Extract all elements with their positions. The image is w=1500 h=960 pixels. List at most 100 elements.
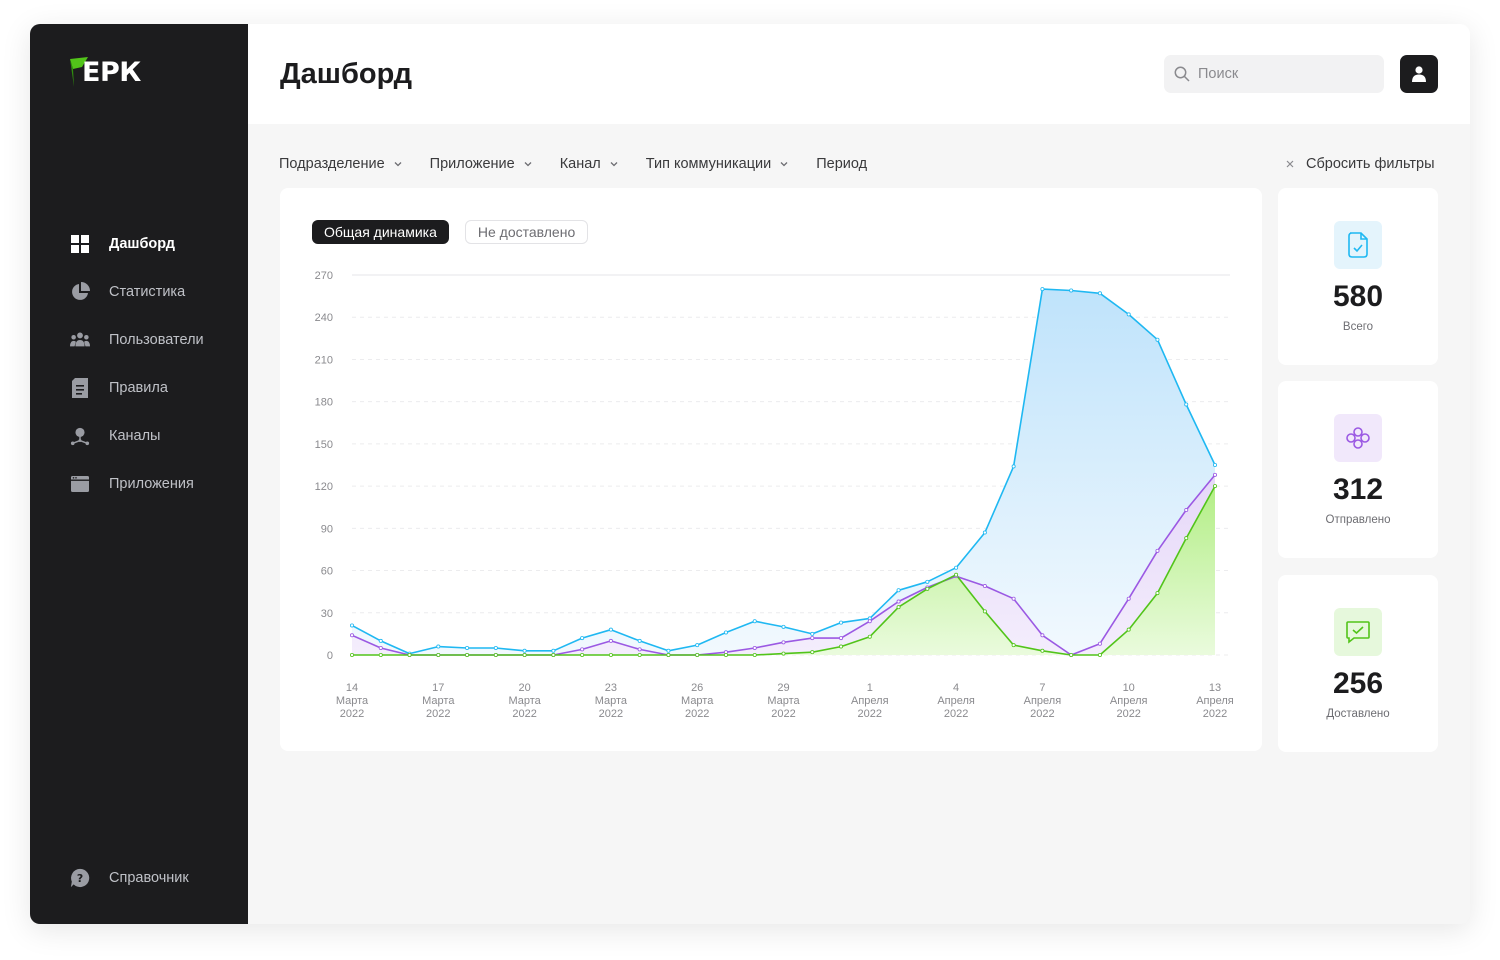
data-point-sent — [1126, 596, 1131, 601]
sidebar-item-dashboard[interactable]: Дашборд — [30, 220, 248, 268]
data-point-total — [781, 624, 786, 629]
data-point-delivered — [752, 652, 757, 657]
x-tick-label: 10 Апреля 2022 — [1110, 682, 1148, 720]
y-tick-label: 120 — [315, 481, 333, 493]
area-delivered — [352, 486, 1215, 655]
data-point-total — [1040, 287, 1045, 292]
data-point-total — [1213, 462, 1218, 467]
tab-not-delivered[interactable]: Не доставлено — [464, 220, 589, 244]
y-tick-label: 180 — [315, 397, 333, 409]
data-point-delivered — [982, 609, 987, 614]
users-icon — [70, 330, 90, 350]
data-point-delivered — [1040, 648, 1045, 653]
data-point-delivered — [551, 652, 556, 657]
search-icon — [1174, 66, 1190, 82]
stat-card-sent[interactable]: 312 Отправлено — [1278, 381, 1438, 558]
help-section: ? Справочник — [30, 854, 189, 902]
area-total — [352, 289, 1215, 655]
data-point-total — [954, 565, 959, 570]
leaf-logo-icon — [70, 57, 88, 87]
filter-period[interactable]: Период — [816, 156, 867, 172]
filter-communication-type[interactable]: Тип коммуникации — [646, 156, 788, 172]
sidebar-item-label: Статистика — [109, 284, 186, 300]
filter-channel[interactable]: Канал — [560, 156, 618, 172]
sidebar-item-rules[interactable]: Правила — [30, 364, 248, 412]
data-point-delivered — [1126, 627, 1131, 632]
data-point-delivered — [493, 652, 498, 657]
nodes-icon — [1334, 414, 1382, 462]
point-layer — [350, 287, 1218, 657]
data-point-total — [666, 648, 671, 653]
data-point-delivered — [810, 650, 815, 655]
search-box[interactable] — [1164, 55, 1384, 93]
data-point-delivered — [378, 652, 383, 657]
area-sent — [352, 474, 1215, 655]
data-point-total — [839, 620, 844, 625]
sidebar-item-channels[interactable]: Каналы — [30, 412, 248, 460]
document-icon — [70, 378, 90, 398]
data-point-delivered — [1184, 536, 1189, 541]
reset-filters-button[interactable]: Сбросить фильтры — [1286, 154, 1435, 174]
data-point-sent — [752, 645, 757, 650]
chevron-down-icon — [524, 162, 532, 167]
data-point-total — [551, 648, 556, 653]
data-point-delivered — [1069, 652, 1074, 657]
stat-card-total[interactable]: 580 Всего — [1278, 188, 1438, 365]
stat-value: 580 — [1332, 280, 1384, 313]
x-tick-label: 14 Марта 2022 — [336, 682, 369, 720]
filter-application[interactable]: Приложение — [430, 156, 532, 172]
sidebar-item-users[interactable]: Пользователи — [30, 316, 248, 364]
sidebar-item-applications[interactable]: Приложения — [30, 460, 248, 508]
help-icon: ? — [70, 868, 90, 888]
x-tick-label: 7 Апреля 2022 — [1024, 682, 1062, 720]
filter-label: Приложение — [429, 156, 515, 172]
y-tick-label: 270 — [315, 270, 333, 282]
stat-label: Доставлено — [1326, 708, 1390, 720]
data-point-total — [752, 619, 757, 624]
channels-icon — [70, 426, 90, 446]
logo[interactable]: ЕРК — [70, 54, 141, 90]
data-point-sent — [378, 645, 383, 650]
data-point-sent — [1213, 472, 1218, 477]
message-check-icon — [1334, 608, 1382, 656]
data-point-sent — [1011, 596, 1016, 601]
data-point-sent — [867, 619, 872, 624]
data-point-sent — [1040, 633, 1045, 638]
stat-value: 312 — [1332, 473, 1384, 506]
dashboard-icon — [70, 234, 90, 254]
area-layer — [352, 289, 1215, 655]
reset-filters-label: Сбросить фильтры — [1306, 156, 1435, 172]
data-point-delivered — [637, 652, 642, 657]
sidebar-item-statistics[interactable]: Статистика — [30, 268, 248, 316]
sidebar-item-label: Правила — [109, 380, 168, 396]
sidebar-item-help[interactable]: ? Справочник — [30, 854, 189, 902]
chevron-down-icon — [610, 162, 618, 167]
y-tick-label: 0 — [327, 650, 333, 662]
svg-text:?: ? — [77, 872, 83, 885]
stat-card-delivered[interactable]: 256 Доставлено — [1278, 575, 1438, 752]
tab-overall-dynamics[interactable]: Общая динамика — [312, 220, 449, 244]
sidebar-item-label: Каналы — [109, 428, 161, 444]
search-input[interactable] — [1198, 66, 1378, 82]
header: Дашборд — [248, 24, 1470, 124]
data-point-total — [608, 627, 613, 632]
data-point-total — [695, 643, 700, 648]
data-point-sent — [580, 647, 585, 652]
data-point-delivered — [867, 634, 872, 639]
filter-label: Тип коммуникации — [645, 156, 772, 172]
chevron-down-icon — [780, 162, 788, 167]
data-point-total — [436, 644, 441, 649]
x-tick-label: 13 Апреля 2022 — [1196, 682, 1234, 720]
user-profile-button[interactable] — [1400, 55, 1438, 93]
filter-division[interactable]: Подразделение — [279, 156, 402, 172]
data-point-total — [378, 638, 383, 643]
filter-label: Подразделение — [279, 156, 385, 172]
data-point-total — [1011, 464, 1016, 469]
data-point-delivered — [350, 652, 355, 657]
data-point-delivered — [1097, 652, 1102, 657]
dynamics-chart: 0 30 60 90 120 150 180 210 240 270 14 Марта 2022 17 М… — [315, 270, 1234, 720]
pie-chart-icon — [70, 282, 90, 302]
x-tick-label: 20 Марта 2022 — [508, 682, 541, 720]
x-tick-label: 26 Марта 2022 — [681, 682, 714, 720]
data-point-sent — [896, 599, 901, 604]
